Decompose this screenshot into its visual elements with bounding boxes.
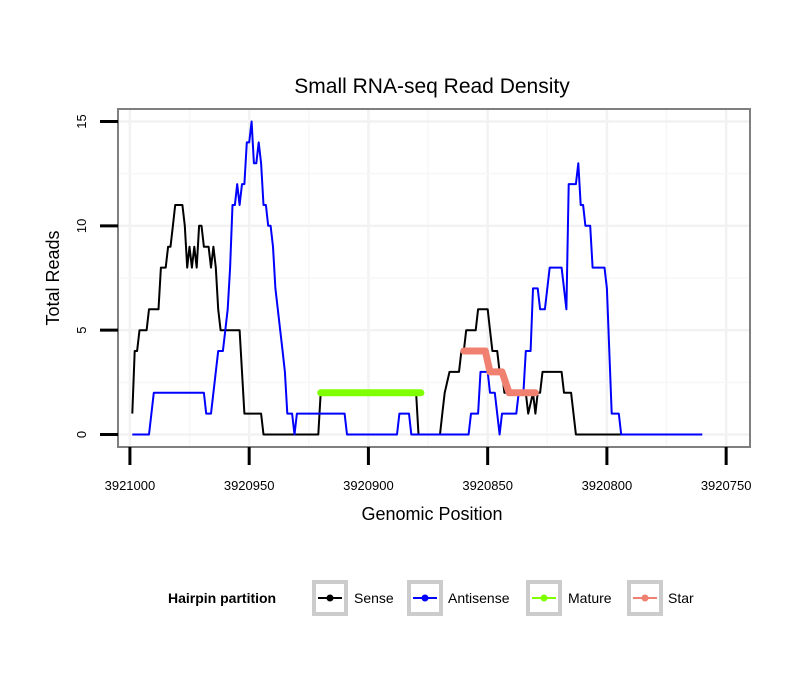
series-line-antisense <box>132 120 703 436</box>
x-tick-label: 3920750 <box>701 478 752 493</box>
x-tick-label: 3920850 <box>462 478 513 493</box>
legend-key-dot <box>540 594 548 602</box>
grid <box>118 109 750 447</box>
x-axis-title: Genomic Position <box>361 504 502 524</box>
legend-label-star: Star <box>668 590 694 606</box>
y-tick-label: 5 <box>74 327 89 334</box>
legend-title: Hairpin partition <box>168 590 276 606</box>
axis-ticks: 3921000 3920950 3920900 3920850 3920800 39207… <box>74 114 751 493</box>
y-axis-title: Total Reads <box>43 230 63 325</box>
x-tick-label: 3920950 <box>224 478 275 493</box>
x-tick-label: 3920900 <box>343 478 394 493</box>
y-tick-label: 15 <box>74 114 89 128</box>
chart-title: Small RNA-seq Read Density <box>294 75 570 98</box>
legend-label-mature: Mature <box>568 590 612 606</box>
legend-key-dot <box>326 594 334 602</box>
x-tick-label: 3920800 <box>582 478 633 493</box>
legend: Hairpin partition Sense Antisense Mature St… <box>168 580 694 616</box>
legend-key-dot <box>641 594 649 602</box>
series-line-sense <box>131 204 638 436</box>
plot-border <box>117 108 751 448</box>
legend-key-dot <box>421 594 429 602</box>
y-tick-label: 10 <box>74 219 89 233</box>
legend-label-sense: Sense <box>354 590 394 606</box>
series-lines <box>131 120 703 436</box>
y-tick-label: 0 <box>74 431 89 438</box>
x-tick-label: 3921000 <box>105 478 156 493</box>
legend-label-antisense: Antisense <box>448 590 510 606</box>
series-line-star <box>460 347 539 397</box>
